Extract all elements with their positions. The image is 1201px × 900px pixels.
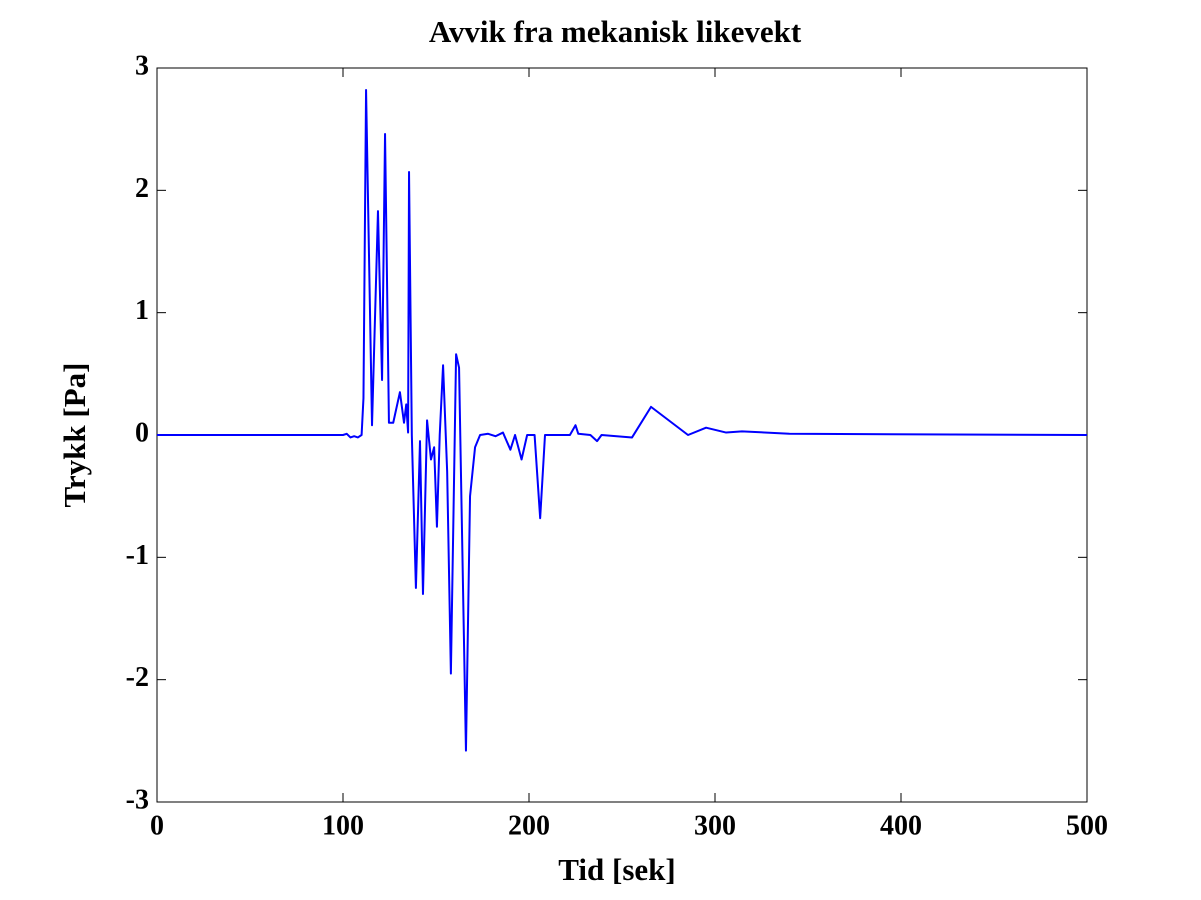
data-line	[157, 89, 1088, 752]
x-tick-label: 400	[880, 810, 922, 841]
x-tick-label: 0	[150, 810, 164, 841]
y-tick-label: -1	[126, 540, 149, 571]
x-axis-label: Tid [sek]	[558, 852, 675, 887]
y-tick-label: -2	[126, 662, 149, 693]
chart-title: Avvik fra mekanisk likevekt	[429, 14, 802, 49]
y-tick-label: 2	[135, 173, 149, 204]
x-tick-label: 200	[508, 810, 550, 841]
x-tick-label: 500	[1066, 810, 1108, 841]
y-tick-label: -3	[126, 784, 149, 815]
y-tick-label: 1	[135, 295, 149, 326]
x-tick-label: 100	[322, 810, 364, 841]
y-tick-label: 0	[135, 417, 149, 448]
y-axis-label: Trykk [Pa]	[57, 363, 92, 508]
x-tick-label: 300	[694, 810, 736, 841]
y-tick-label: 3	[135, 50, 149, 81]
